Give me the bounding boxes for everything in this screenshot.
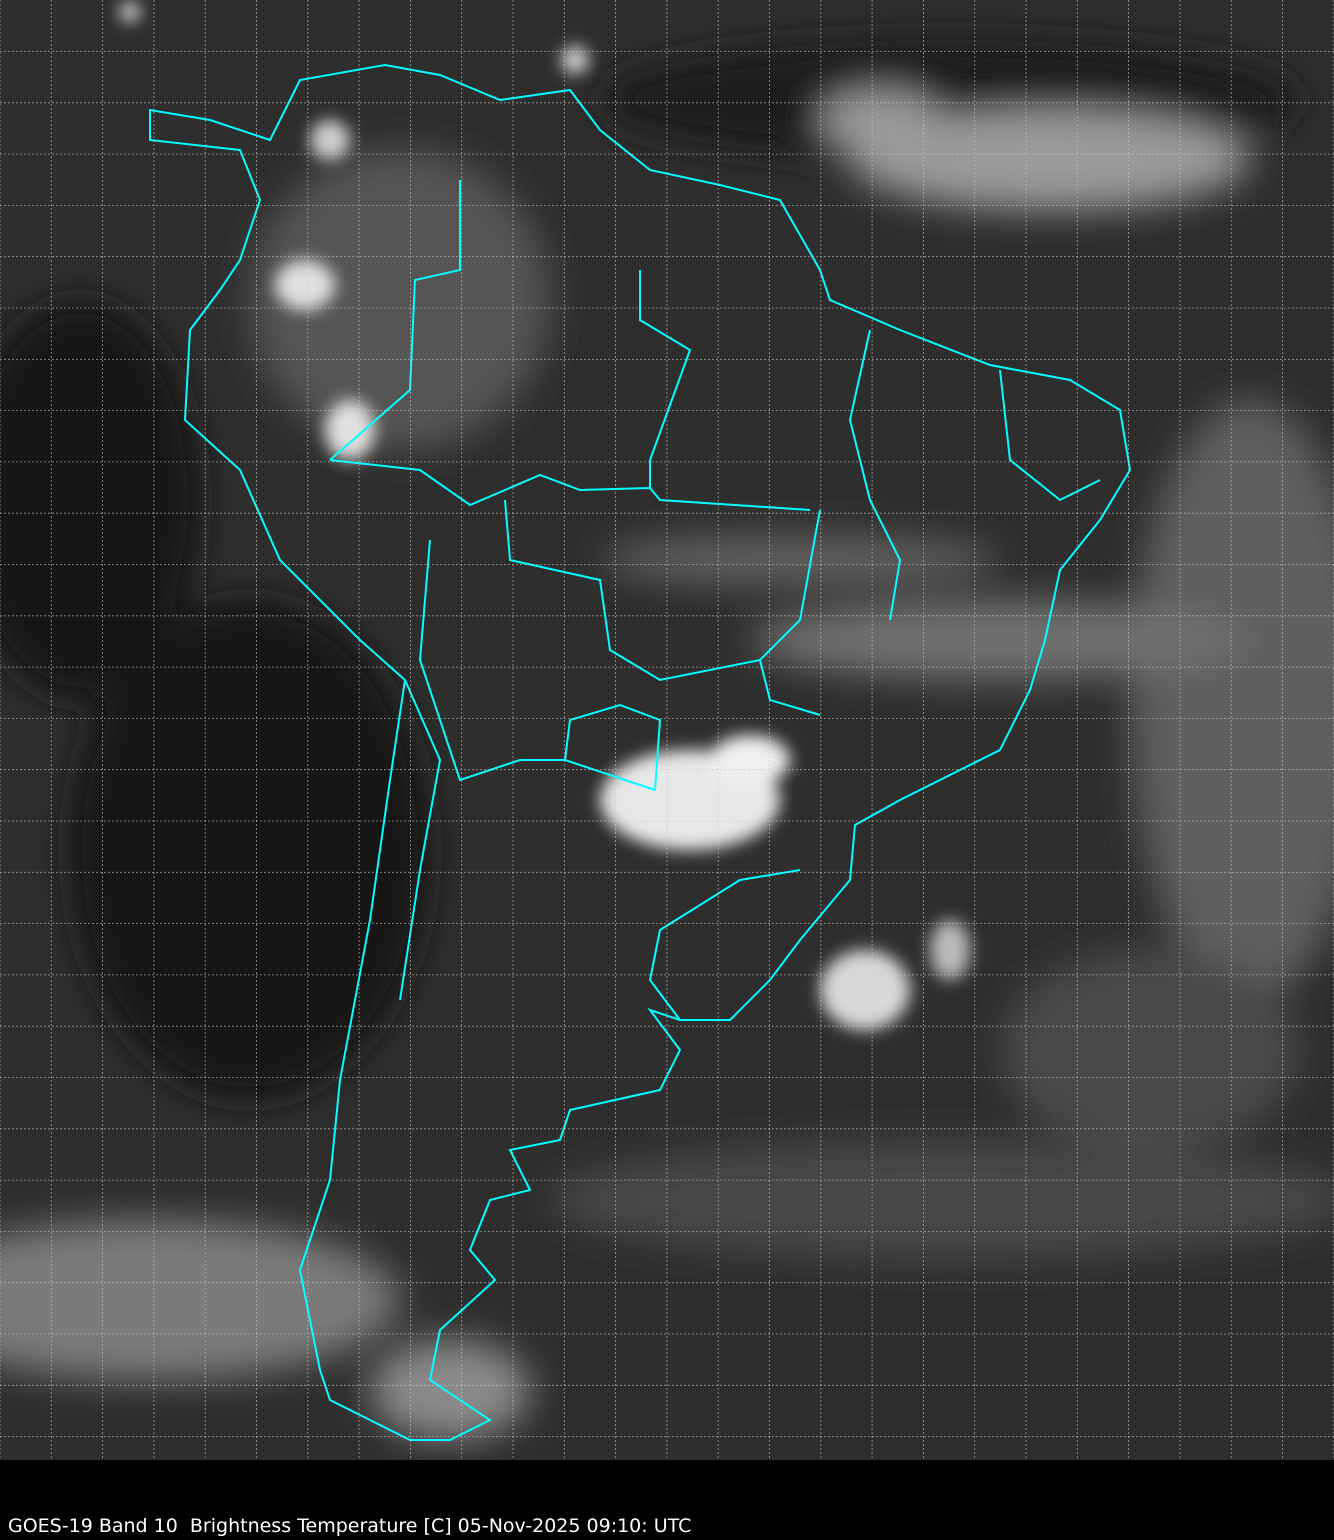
lat-lon-grid [0,0,1334,1460]
continent-outline [149,63,1132,1441]
satellite-map [0,0,1334,1460]
cloud-layer [0,40,1334,1440]
image-caption: GOES-19 Band 10 Brightness Temperature [… [8,1515,692,1537]
convective-clouds [120,2,970,1030]
